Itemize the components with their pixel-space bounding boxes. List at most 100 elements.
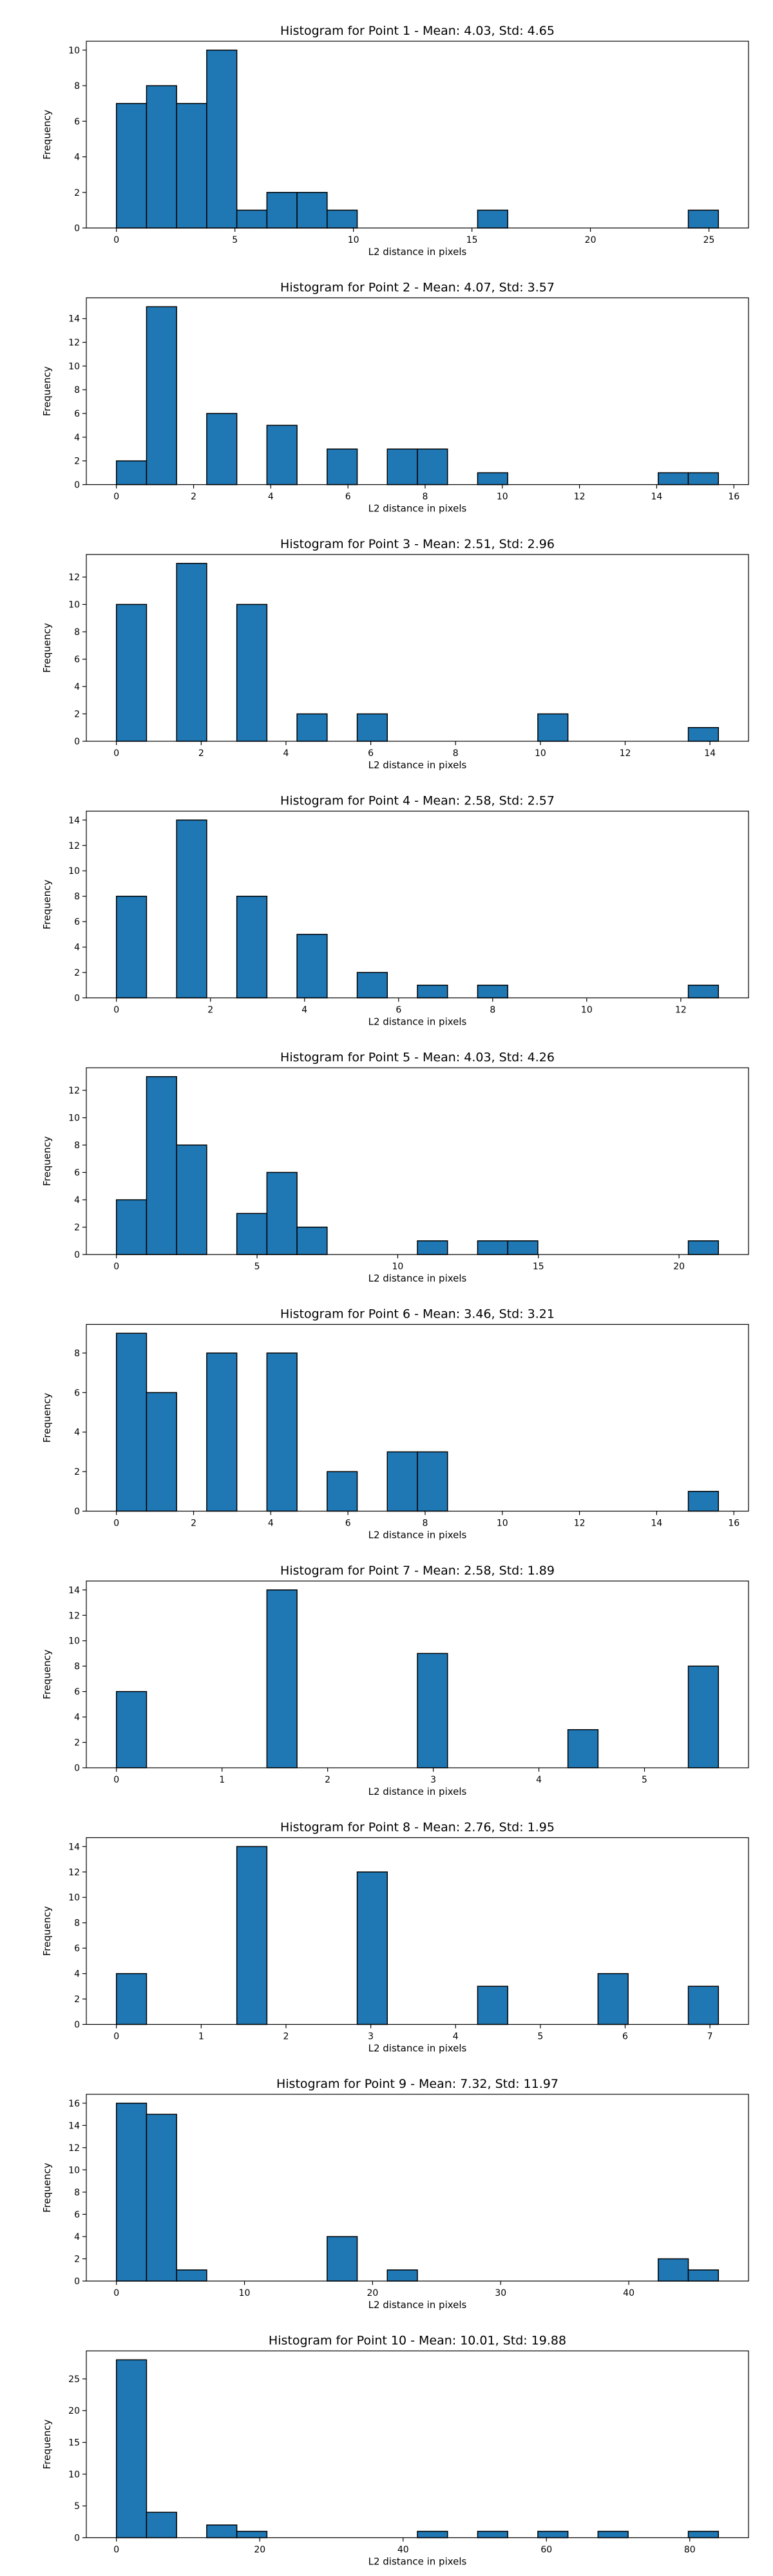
- x-tick-label: 5: [642, 1775, 647, 1785]
- x-tick-label: 8: [423, 492, 428, 502]
- y-tick-label: 4: [74, 2232, 80, 2242]
- y-tick-label: 4: [74, 682, 80, 692]
- x-tick-label: 25: [703, 235, 715, 245]
- x-tick-label: 6: [345, 492, 351, 502]
- x-tick-label: 4: [301, 1005, 307, 1016]
- y-tick-label: 4: [74, 153, 80, 163]
- histogram-chart-5: Histogram for Point 5 - Mean: 4.03, Std:…: [41, 1050, 749, 1284]
- histogram-bar: [176, 1144, 207, 1255]
- y-tick-label: 12: [68, 1611, 80, 1621]
- x-tick-label: 0: [113, 2545, 119, 2555]
- x-tick-label: 20: [367, 2288, 378, 2298]
- histogram-bar: [417, 985, 448, 999]
- histogram-bar: [115, 2103, 148, 2282]
- histogram-bar: [236, 895, 268, 999]
- x-tick-label: 10: [535, 748, 546, 759]
- histogram-bar: [356, 1871, 388, 2025]
- histogram-bar: [176, 819, 207, 999]
- histogram-bar: [477, 985, 508, 999]
- x-tick-label: 5: [254, 1262, 260, 1272]
- histogram-bar: [507, 1240, 539, 1255]
- y-tick-label: 2: [74, 710, 80, 720]
- y-tick-label: 0: [74, 2533, 80, 2544]
- y-tick-label: 6: [74, 1687, 80, 1698]
- x-tick-label: 8: [453, 748, 459, 759]
- histogram-bar: [236, 1213, 268, 1255]
- y-tick-label: 10: [68, 2165, 80, 2175]
- x-tick-label: 0: [113, 748, 119, 759]
- x-tick-label: 2: [191, 492, 196, 502]
- x-tick-label: 10: [239, 2288, 251, 2298]
- x-tick-label: 0: [113, 235, 119, 245]
- histogram-bar: [477, 209, 508, 229]
- chart-title: Histogram for Point 1 - Mean: 4.03, Std:…: [280, 24, 555, 38]
- histogram-bar: [296, 1226, 328, 1255]
- y-tick-label: 10: [68, 361, 80, 372]
- x-tick-label: 4: [268, 492, 274, 502]
- chart-title: Histogram for Point 5 - Mean: 4.03, Std:…: [280, 1050, 555, 1065]
- histogram-bar: [115, 1690, 148, 1768]
- x-tick-label: 0: [113, 2032, 119, 2042]
- histogram-bar: [658, 2258, 689, 2282]
- x-tick-label: 0: [113, 1262, 119, 1272]
- y-tick-label: 2: [74, 1467, 80, 1477]
- plot-frame: [86, 2350, 749, 2539]
- histogram-bar: [146, 2512, 177, 2539]
- x-tick-label: 14: [651, 1519, 663, 1529]
- histogram-chart-9: Histogram for Point 9 - Mean: 7.32, Std:…: [41, 2077, 749, 2311]
- y-tick-label: 6: [74, 655, 80, 665]
- histogram-bar: [146, 1392, 177, 1512]
- y-tick-label: 14: [68, 314, 80, 325]
- y-tick-label: 0: [74, 223, 80, 234]
- histogram-chart-10: Histogram for Point 10 - Mean: 10.01, St…: [41, 2334, 749, 2568]
- histogram-bar: [296, 713, 328, 742]
- x-axis-label: L2 distance in pixels: [368, 1016, 467, 1028]
- y-tick-label: 2: [74, 1994, 80, 2005]
- y-tick-label: 6: [74, 1388, 80, 1398]
- x-tick-label: 1: [198, 2032, 204, 2042]
- y-tick-label: 8: [74, 627, 80, 638]
- histogram-bar: [356, 972, 388, 999]
- y-tick-label: 14: [68, 1586, 80, 1596]
- x-tick-label: 0: [113, 492, 119, 502]
- histogram-bar: [176, 563, 207, 742]
- y-tick-label: 6: [74, 409, 80, 419]
- y-tick-label: 12: [68, 1086, 80, 1096]
- x-tick-label: 10: [348, 235, 359, 245]
- y-tick-label: 12: [68, 841, 80, 851]
- y-tick-label: 14: [68, 1842, 80, 1852]
- x-tick-label: 6: [396, 1005, 401, 1016]
- y-axis-label: Frequency: [41, 366, 53, 417]
- y-tick-label: 4: [74, 433, 80, 443]
- chart-title: Histogram for Point 6 - Mean: 3.46, Std:…: [280, 1307, 555, 1321]
- y-tick-label: 10: [68, 46, 80, 56]
- histogram-chart-3: Histogram for Point 3 - Mean: 2.51, Std:…: [41, 537, 749, 771]
- chart-title: Histogram for Point 4 - Mean: 2.58, Std:…: [280, 794, 555, 808]
- y-axis-label: Frequency: [41, 1136, 53, 1186]
- chart-title: Histogram for Point 2 - Mean: 4.07, Std:…: [280, 281, 555, 295]
- y-tick-label: 10: [68, 2470, 80, 2480]
- y-tick-label: 10: [68, 600, 80, 611]
- histogram-bar: [417, 2530, 448, 2539]
- y-axis-label: Frequency: [41, 1393, 53, 1443]
- plot-frame: [86, 1323, 749, 1512]
- y-tick-label: 2: [74, 2254, 80, 2264]
- chart-title: Histogram for Point 9 - Mean: 7.32, Std:…: [276, 2077, 558, 2091]
- x-tick-label: 16: [728, 492, 740, 502]
- histogram-bar: [477, 472, 508, 486]
- histogram-bar: [176, 102, 207, 229]
- histogram-bar: [386, 448, 418, 486]
- y-axis-label: Frequency: [41, 880, 53, 930]
- y-tick-label: 8: [74, 2188, 80, 2198]
- histogram-chart-7: Histogram for Point 7 - Mean: 2.58, Std:…: [41, 1564, 749, 1797]
- histogram-bar: [477, 1985, 508, 2025]
- x-axis-label: L2 distance in pixels: [368, 759, 467, 771]
- x-tick-label: 6: [622, 2032, 628, 2042]
- y-tick-label: 6: [74, 1168, 80, 1179]
- chart-title: Histogram for Point 7 - Mean: 2.58, Std:…: [280, 1564, 555, 1578]
- histogram-bar: [115, 895, 148, 999]
- histogram-bar: [417, 448, 448, 486]
- histogram-bar: [115, 460, 148, 486]
- y-tick-label: 25: [68, 2374, 80, 2385]
- y-tick-label: 0: [74, 737, 80, 747]
